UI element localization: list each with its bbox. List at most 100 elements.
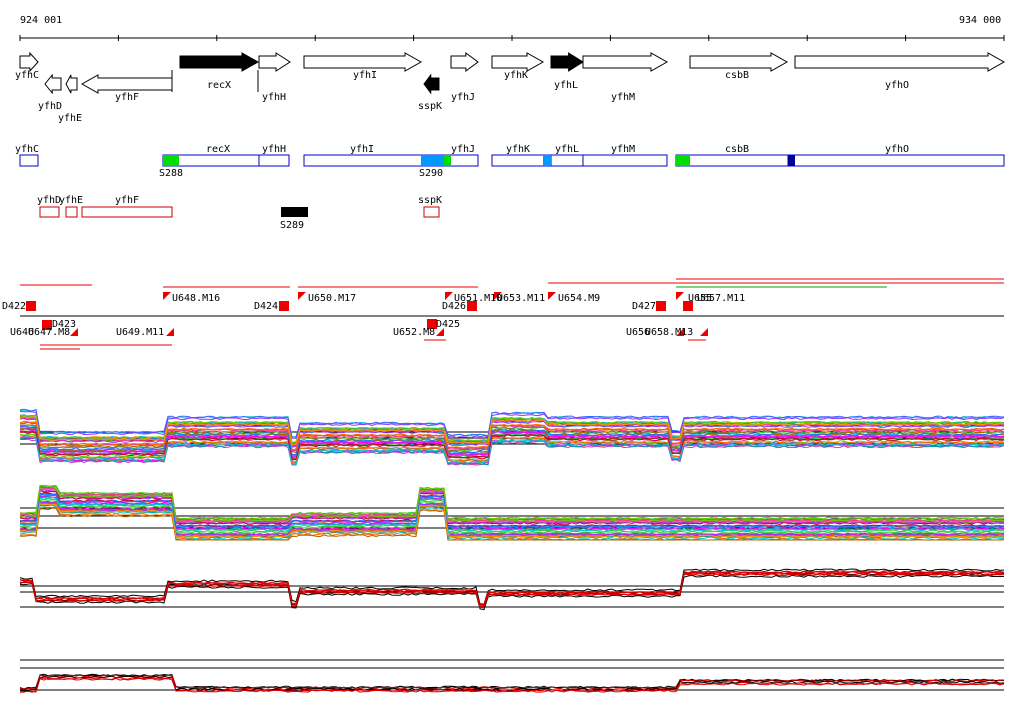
site-block <box>788 155 795 166</box>
feature-flag <box>298 292 306 300</box>
gene-label-yfhH: yfhH <box>262 92 286 103</box>
profile-line <box>19 502 1005 538</box>
gene-arrow-recX <box>179 52 260 72</box>
feature-label: D424 <box>254 301 278 312</box>
profile-line <box>19 490 1004 525</box>
ruler-start-label: 924 001 <box>20 15 62 26</box>
feature-label: U654.M9 <box>558 293 600 304</box>
profile-track-4 <box>19 659 1005 693</box>
profile-line <box>20 427 1005 456</box>
transcript-label-yfhI: yfhI <box>350 144 374 155</box>
gene-label-csbB: csbB <box>725 70 749 81</box>
gene-arrow-yfhL <box>550 52 584 72</box>
site-block <box>421 155 444 166</box>
gene-arrow-yfhD <box>44 73 62 95</box>
feature-label: U652.M8 <box>393 327 435 338</box>
feature-box <box>42 320 52 330</box>
transcript-box-yfhC <box>19 154 39 167</box>
gene-label-yfhK: yfhK <box>504 70 528 81</box>
profile-line <box>19 501 1005 537</box>
feature-flag <box>494 292 502 300</box>
feature-flag <box>548 292 556 300</box>
site-label-S288: S288 <box>159 168 183 179</box>
transcript-label-yfhF: yfhF <box>115 195 139 206</box>
coordinate-ruler: 924 001 934 000 <box>19 15 1005 41</box>
profile-line <box>19 417 1005 448</box>
transcript-box-yfhM <box>582 154 668 167</box>
profile-line <box>19 416 1005 446</box>
profile-line <box>19 507 1005 541</box>
transcript-box-yfhE <box>65 206 78 218</box>
feature-label: U655 <box>688 293 712 304</box>
gene-label-yfhJ: yfhJ <box>451 92 475 103</box>
profile-line <box>19 499 1005 534</box>
gene-label-yfhI: yfhI <box>353 70 377 81</box>
profile-line <box>19 506 1005 541</box>
profile-line <box>20 425 1005 455</box>
transcript-label-yfhJ: yfhJ <box>451 144 475 155</box>
gene-arrow-yfhI <box>303 52 423 72</box>
profile-line <box>19 436 1005 466</box>
transcript-box-yfhH <box>258 154 290 167</box>
profile-line <box>19 414 1005 444</box>
feature-label: D425 <box>436 319 460 330</box>
profile-track-3 <box>19 568 1005 611</box>
transcript-label-yfhM: yfhM <box>611 144 635 155</box>
gene-arrow-yfhM <box>582 52 669 72</box>
transcript-box-yfhL <box>550 154 584 167</box>
gene-label-yfhC: yfhC <box>15 70 39 81</box>
feature-label: U658.M13 <box>645 327 693 338</box>
gene-label-yfhE: yfhE <box>58 113 82 124</box>
feature-label: U649.M11 <box>116 327 164 338</box>
gene-arrow-yfhK <box>491 52 545 72</box>
site-markers: S288 S290 S289 <box>159 155 795 231</box>
profile-line <box>19 677 1005 693</box>
site-block <box>281 207 308 217</box>
profile-line <box>19 573 1005 609</box>
site-block <box>543 155 551 166</box>
gene-arrow-yfhH <box>258 52 291 72</box>
profile-line <box>19 408 1005 439</box>
profile-line <box>19 676 1005 693</box>
gene-label-recX: recX <box>207 80 231 91</box>
feature-box <box>26 301 36 311</box>
feature-label: D427 <box>632 301 656 312</box>
transcript-label-csbB: csbB <box>725 144 749 155</box>
gene-arrow-sspK <box>423 73 440 95</box>
transcript-label-recX: recX <box>206 144 230 155</box>
site-label-S289: S289 <box>280 220 304 231</box>
profile-line <box>19 411 1005 439</box>
gene-arrow-yfhF <box>80 74 173 94</box>
transcript-box-yfhD <box>39 206 60 218</box>
transcript-box-yfhF <box>81 206 173 218</box>
transcript-box-yfhO <box>787 154 1005 167</box>
transcript-label-yfhE: yfhE <box>59 195 83 206</box>
profile-line <box>19 489 1005 524</box>
feature-label: U646 <box>10 327 34 338</box>
site-block <box>163 155 179 166</box>
feature-flag <box>70 328 78 336</box>
feature-flag <box>700 328 708 336</box>
transcript-label-sspK: sspK <box>418 195 442 206</box>
gene-label-yfhL: yfhL <box>554 80 578 91</box>
profile-track-2 <box>19 484 1005 541</box>
profile-track-1 <box>19 408 1005 466</box>
profile-line <box>19 570 1005 606</box>
gene-label-sspK: sspK <box>418 101 442 112</box>
gene-label-yfhF: yfhF <box>115 92 139 103</box>
ruler-end-label: 934 000 <box>959 15 1001 26</box>
feature-flag <box>445 292 453 300</box>
site-label-S290: S290 <box>419 168 443 179</box>
gene-arrow-yfhO <box>794 52 1006 72</box>
profile-line <box>19 496 1005 532</box>
profile-line <box>19 430 1005 460</box>
profile-line <box>19 487 1005 523</box>
feature-label: U653.M11 <box>497 293 545 304</box>
transcript-box-csbB <box>675 154 789 167</box>
profile-line <box>19 574 1005 611</box>
feature-label: D423 <box>52 319 76 330</box>
gene-label-yfhO: yfhO <box>885 80 909 91</box>
